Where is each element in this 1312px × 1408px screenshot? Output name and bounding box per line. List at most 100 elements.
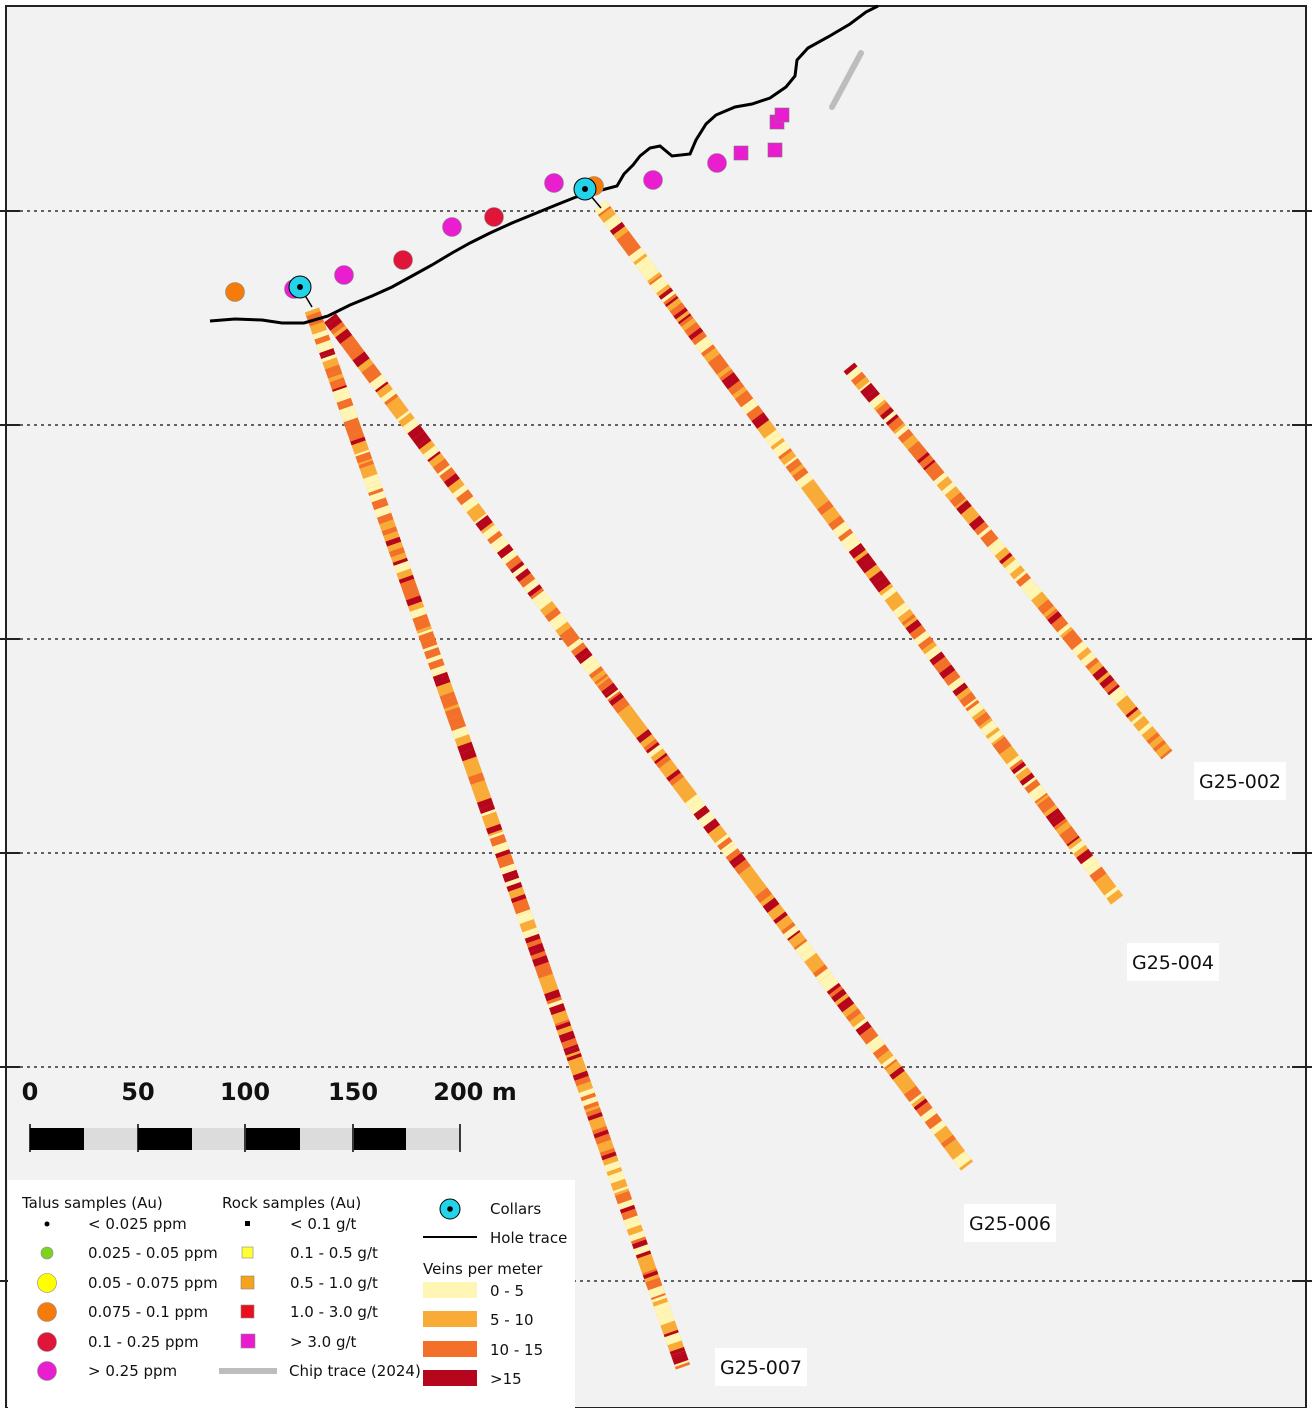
vein-interval xyxy=(656,284,671,297)
legend-rock-label: > 3.0 g/t xyxy=(290,1333,357,1351)
hole-label-text: G25-007 xyxy=(720,1357,802,1379)
vein-interval xyxy=(461,496,479,513)
vein-interval xyxy=(424,647,441,660)
rock-sample xyxy=(767,142,783,158)
vein-interval xyxy=(335,328,353,345)
vein-interval xyxy=(1032,593,1049,609)
vein-interval xyxy=(567,1056,584,1065)
legend-talus-swatch xyxy=(37,1302,57,1322)
vein-interval xyxy=(348,431,365,442)
vein-interval xyxy=(652,1297,669,1307)
vein-interval xyxy=(383,530,400,542)
vein-interval xyxy=(444,704,460,712)
vein-interval xyxy=(1125,706,1139,718)
vein-interval xyxy=(651,1295,667,1303)
legend-rock-title: Rock samples (Au) xyxy=(222,1194,361,1212)
vein-interval xyxy=(819,972,834,985)
vein-interval xyxy=(1055,821,1072,835)
vein-interval xyxy=(897,1076,915,1093)
vein-interval xyxy=(505,877,521,887)
vein-interval xyxy=(607,1170,625,1184)
vein-interval xyxy=(475,793,492,803)
vein-interval xyxy=(559,626,577,643)
vein-interval xyxy=(333,325,348,338)
vein-interval xyxy=(674,1359,690,1367)
vein-interval xyxy=(1059,826,1076,841)
vein-interval xyxy=(1004,752,1019,765)
vein-interval xyxy=(544,607,562,623)
vein-interval xyxy=(999,552,1013,565)
vein-interval xyxy=(860,558,877,574)
vein-interval xyxy=(1019,772,1035,786)
talus-sample xyxy=(484,207,504,227)
vein-interval xyxy=(944,486,961,501)
vein-interval xyxy=(418,631,434,640)
chip-trace xyxy=(829,50,864,110)
vein-interval xyxy=(909,624,927,640)
vein-interval xyxy=(741,398,759,415)
vein-interval xyxy=(365,480,382,490)
vein-interval xyxy=(1107,684,1120,696)
vein-interval xyxy=(628,1230,646,1242)
vein-interval xyxy=(751,412,765,423)
vein-interval xyxy=(700,344,716,357)
vein-interval xyxy=(405,595,423,607)
vein-interval xyxy=(964,698,978,709)
vein-interval xyxy=(535,965,551,973)
vein-interval xyxy=(345,341,361,355)
vein-interval xyxy=(723,374,740,390)
vein-interval xyxy=(663,1329,679,1338)
vein-interval xyxy=(391,403,409,420)
vein-interval xyxy=(656,1309,673,1320)
vein-interval xyxy=(676,782,693,797)
vein-interval xyxy=(778,448,793,460)
legend-rock-swatch xyxy=(240,1275,255,1290)
vein-interval xyxy=(510,561,525,574)
vein-interval xyxy=(1015,767,1032,782)
vein-interval xyxy=(459,748,477,762)
vein-interval xyxy=(577,651,593,665)
vein-interval xyxy=(588,1115,604,1124)
vein-interval xyxy=(397,570,413,580)
vein-interval xyxy=(828,985,844,998)
vein-interval xyxy=(634,726,649,739)
vein-interval xyxy=(357,358,374,373)
vein-interval xyxy=(339,405,355,415)
drill-hole-trace xyxy=(843,362,1173,760)
vein-interval xyxy=(942,1136,956,1148)
vein-interval xyxy=(821,975,839,992)
vein-interval xyxy=(486,823,503,835)
vein-interval xyxy=(1016,572,1031,587)
vein-interval xyxy=(434,460,449,472)
vein-interval xyxy=(483,816,501,829)
vein-interval xyxy=(572,1070,589,1081)
vein-interval xyxy=(535,594,553,611)
legend-veins-label: 0 - 5 xyxy=(490,1282,524,1300)
vein-interval xyxy=(675,310,690,323)
vein-interval xyxy=(352,443,369,455)
vein-interval xyxy=(636,729,652,744)
vein-interval xyxy=(804,483,822,500)
vein-interval xyxy=(902,434,919,450)
scale-tick-label: 150 xyxy=(328,1078,378,1106)
legend-veins-label: 10 - 15 xyxy=(490,1341,543,1359)
vein-interval xyxy=(967,702,984,718)
vein-interval xyxy=(679,315,694,328)
vein-interval xyxy=(1009,565,1025,580)
vein-interval xyxy=(626,1224,644,1236)
vein-interval xyxy=(654,752,668,765)
vein-interval xyxy=(398,412,415,428)
vein-interval xyxy=(506,881,523,892)
vein-interval xyxy=(366,370,382,384)
vein-interval xyxy=(637,1253,653,1263)
vein-interval xyxy=(588,666,604,679)
vein-interval xyxy=(881,1055,896,1069)
vein-interval xyxy=(541,981,559,995)
legend-background xyxy=(8,1180,575,1408)
vein-interval xyxy=(905,619,922,634)
vein-interval xyxy=(471,510,487,523)
vein-interval xyxy=(643,738,658,751)
vein-interval xyxy=(321,354,337,363)
vein-interval xyxy=(369,374,388,391)
vein-interval xyxy=(645,741,660,754)
